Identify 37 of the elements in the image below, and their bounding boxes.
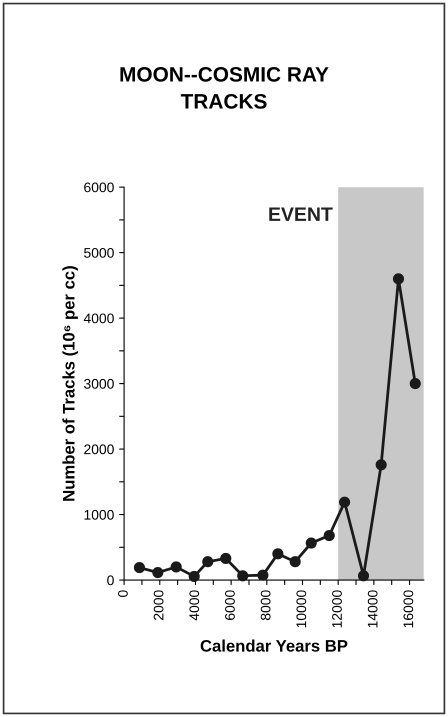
y-tick-label: 5000: [84, 248, 114, 258]
point: [257, 570, 268, 581]
x-tick-label: 14000: [368, 590, 378, 628]
x-tick-label: 2000: [154, 590, 164, 620]
y-tick-label: 3000: [84, 378, 114, 389]
point: [134, 562, 145, 574]
y-tick-label: 1000: [84, 510, 114, 520]
point: [339, 496, 350, 508]
point: [272, 548, 284, 560]
x-tick-label: 6000: [225, 590, 235, 620]
x-tick-label: 8000: [260, 590, 271, 620]
point: [152, 566, 164, 578]
x-tick-label: 10000: [296, 590, 306, 628]
y-tick-label: 0: [107, 575, 114, 586]
point: [290, 556, 301, 568]
point: [188, 570, 200, 582]
x-tick-label: 16000: [403, 590, 414, 628]
point: [324, 530, 335, 542]
point: [410, 378, 421, 390]
x-tick-label: 0: [118, 590, 128, 597]
y-tick-label: 2000: [84, 444, 114, 454]
chart-title: MOON--COSMIC RAY TRACKS: [120, 66, 329, 109]
x-axis-title: Calendar Years BP: [200, 640, 348, 652]
point: [306, 537, 317, 549]
point: [376, 459, 387, 470]
point: [170, 561, 182, 573]
band-label: EVENT: [269, 207, 333, 221]
point: [392, 273, 404, 284]
point: [358, 570, 370, 582]
point: [237, 570, 248, 582]
point: [220, 552, 232, 564]
point: [202, 556, 214, 568]
x-tick-label: 12000: [332, 590, 342, 628]
x-tick-label: 4000: [189, 590, 200, 620]
y-axis-title: Number of Tracks (10⁶ per cc): [62, 266, 78, 501]
y-tick-label: 4000: [84, 313, 114, 324]
y-tick-label: 6000: [84, 182, 114, 192]
